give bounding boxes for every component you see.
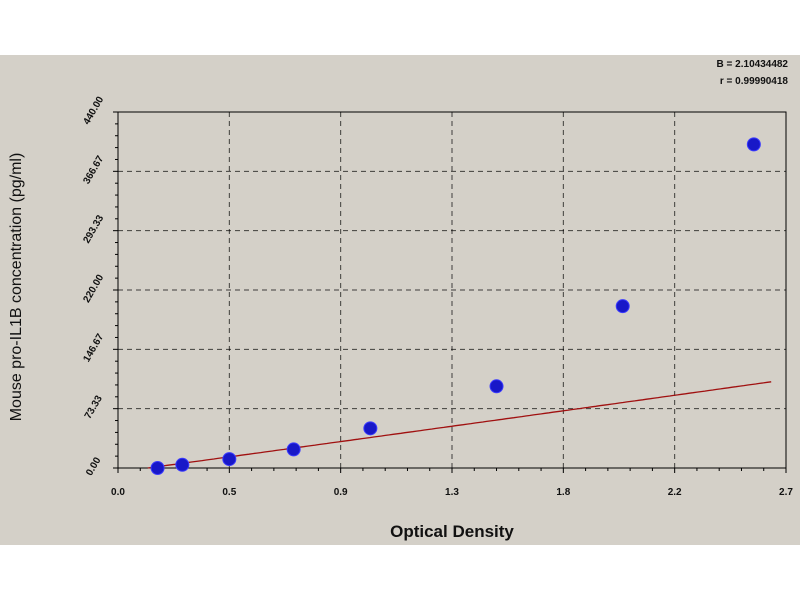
- y-tick-label: 366.67: [81, 154, 106, 186]
- y-tick-label: 293.33: [81, 213, 106, 245]
- grid-lines: [118, 112, 786, 468]
- data-point: [175, 457, 190, 472]
- x-tick-label: 1.3: [445, 487, 459, 498]
- x-tick-labels: 0.0 0.5 0.9 1.3 1.8 2.2 2.7: [111, 487, 793, 498]
- chart-area: [0, 55, 800, 545]
- data-point: [150, 461, 165, 475]
- data-point: [746, 137, 761, 152]
- y-tick-label: 220.00: [81, 272, 106, 304]
- x-axis-title: Optical Density: [390, 522, 514, 541]
- x-tick-label: 2.7: [779, 487, 793, 498]
- data-point: [222, 452, 237, 467]
- data-point: [615, 299, 630, 314]
- data-points: [150, 137, 761, 475]
- x-tick-label: 0.0: [111, 487, 125, 498]
- y-tick-label: 0.00: [84, 455, 103, 478]
- fit-curve: [147, 381, 772, 469]
- fit-parameter-b: B = 2.10434482: [717, 59, 789, 70]
- x-tick-label: 0.5: [222, 487, 236, 498]
- axis-ticks: [113, 111, 787, 473]
- y-tick-label: 146.67: [81, 332, 106, 364]
- fit-parameter-r: r = 0.99990418: [720, 76, 789, 87]
- x-tick-label: 0.9: [334, 487, 348, 498]
- data-point: [363, 421, 378, 436]
- data-point: [286, 442, 301, 457]
- y-axis-title: Mouse pro-IL1B concentration (pg/ml): [8, 153, 25, 422]
- y-tick-label: 440.00: [81, 94, 106, 126]
- top-margin: [0, 0, 800, 55]
- y-tick-label: 73.33: [83, 393, 105, 421]
- x-tick-label: 2.2: [668, 487, 682, 498]
- bottom-margin: [0, 545, 800, 600]
- fit-curve-layer: [147, 381, 772, 469]
- y-tick-labels: 0.00 73.33 146.67 220.00 293.33 366.67 440.00: [81, 94, 106, 478]
- data-point: [489, 379, 504, 394]
- x-tick-label: 1.8: [556, 487, 570, 498]
